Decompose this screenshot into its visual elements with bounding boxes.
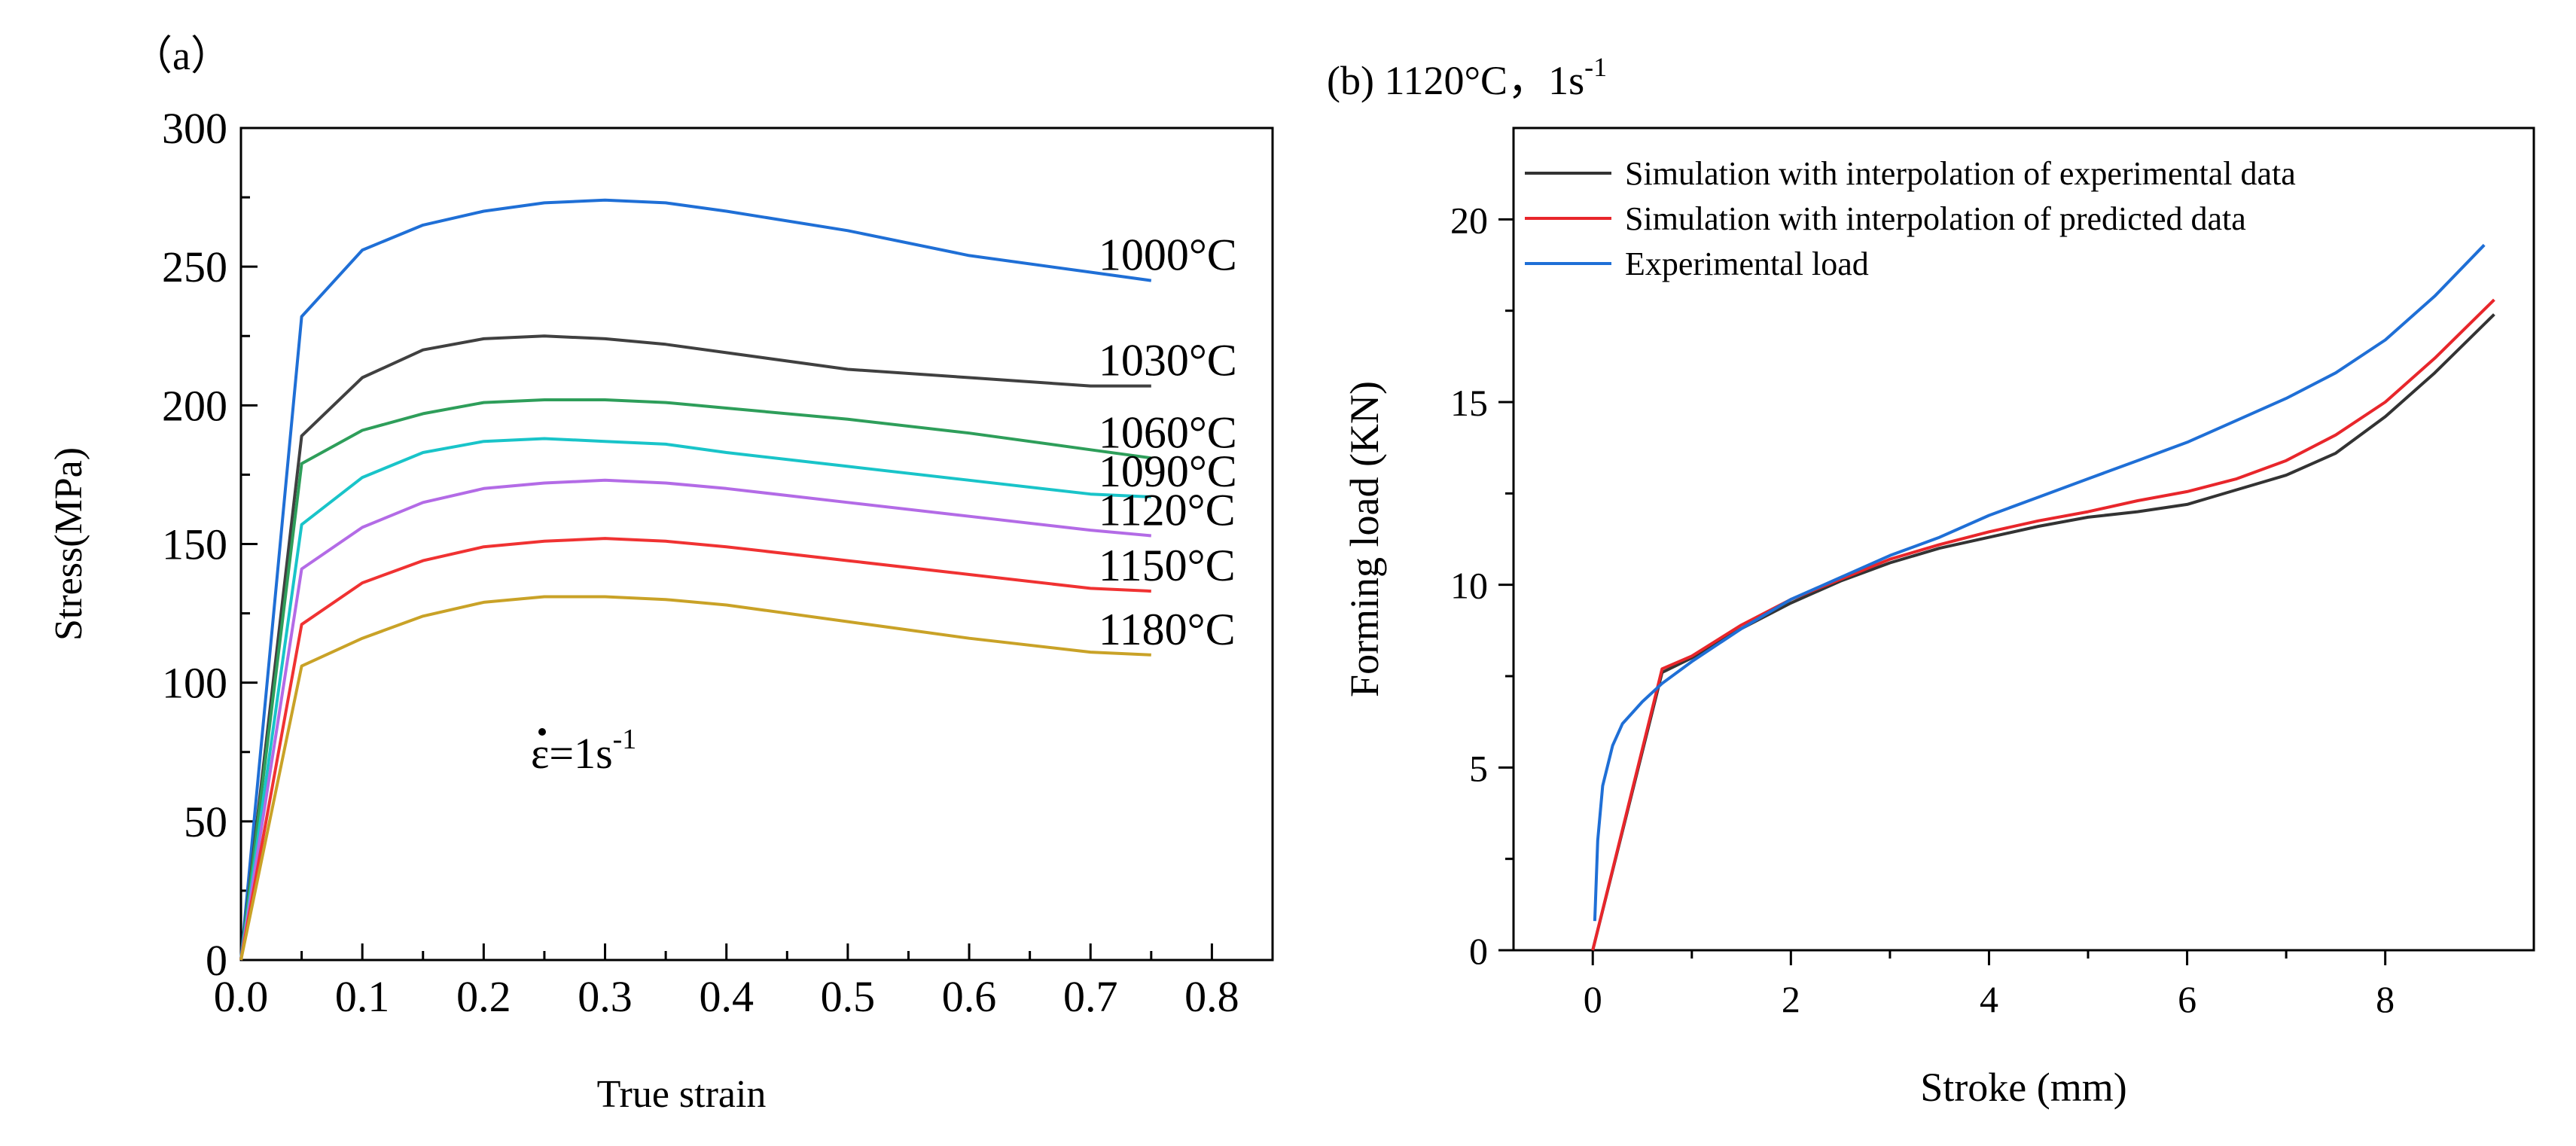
series-line: [239, 398, 1152, 961]
series-temperature-label: 1120°C: [1099, 485, 1236, 535]
series-temperature-label: 1180°C: [1099, 605, 1236, 654]
plot-frame: [1512, 126, 2535, 952]
y-tick-label: 50: [184, 797, 227, 846]
x-axis-label: Stroke (mm): [1920, 1065, 2126, 1110]
legend-entry-label: Experimental load: [1625, 245, 1869, 282]
panel-label: (b) 1120°C，1s-1: [1327, 52, 1607, 103]
series-line: [239, 198, 1152, 961]
series-temperature-label: 1060°C: [1099, 407, 1237, 457]
strain-rate-dot: [538, 728, 546, 736]
series-temperature-label: 1030°C: [1099, 336, 1237, 386]
y-axis-label: Forming load (KN): [1342, 381, 1387, 697]
series-temperature-label: 1000°C: [1099, 230, 1237, 280]
x-tick-label: 6: [2178, 978, 2196, 1020]
series-line: [1591, 298, 2495, 951]
panel-label-superscript: -1: [1584, 52, 1607, 82]
x-tick-label: 0.0: [214, 972, 269, 1021]
y-tick-label: 15: [1450, 382, 1488, 424]
x-tick-label: 4: [1980, 978, 1998, 1020]
strain-rate-annotation: ε=1s-1: [531, 724, 636, 778]
x-tick-label: 0.8: [1184, 972, 1239, 1021]
x-tick-label: 0.7: [1063, 972, 1118, 1021]
x-tick-label: 2: [1782, 978, 1800, 1020]
legend-entry-label: Simulation with interpolation of experim…: [1625, 155, 2296, 192]
series-line: [1593, 243, 2486, 922]
strain-rate-superscript: -1: [613, 724, 637, 755]
legend-entry-label: Simulation with interpolation of predict…: [1625, 200, 2246, 237]
x-tick-label: 0.1: [335, 972, 390, 1021]
x-tick-label: 0.5: [821, 972, 876, 1021]
series-line: [239, 334, 1151, 961]
y-tick-label: 0: [1469, 930, 1488, 972]
y-tick-label: 300: [162, 104, 227, 153]
x-axis-label: True strain: [597, 1073, 767, 1116]
panel-b-forming-load-chart: 0 2 4 6 8 0 5 10 15 20 Stroke (mm) Forming load (KN…: [1327, 52, 2535, 1110]
y-tick-label: 0: [206, 936, 227, 985]
x-tick-label: 0.4: [699, 972, 754, 1021]
series-line: [239, 595, 1151, 961]
y-axis-label: Stress(MPa): [47, 447, 90, 641]
x-tick-label: 0.2: [456, 972, 511, 1021]
y-tick-label: 20: [1450, 199, 1488, 241]
y-tick-label: 250: [162, 242, 227, 291]
series-line: [239, 437, 1151, 961]
y-tick-label: 10: [1450, 565, 1488, 607]
x-tick-label: 0.6: [942, 972, 997, 1021]
y-tick-label: 150: [162, 520, 227, 569]
y-tick-label: 5: [1469, 747, 1488, 789]
x-tick-label: 0: [1584, 978, 1602, 1020]
series-temperature-label: 1090°C: [1099, 447, 1237, 496]
y-tick-label: 100: [162, 659, 227, 708]
series-temperature-label: 1150°C: [1099, 541, 1236, 590]
x-tick-label: 8: [2376, 978, 2395, 1020]
y-tick-label: 200: [162, 381, 227, 430]
series-line: [239, 537, 1151, 961]
series-line: [239, 478, 1151, 961]
panel-a-stress-strain-chart: 0.0 0.1 0.2 0.3 0.4 0.5 0.6 0.7 0.8 0 50 100 150 200 2…: [47, 33, 1274, 1116]
panel-label: （a）: [132, 33, 231, 78]
x-tick-label: 0.3: [578, 972, 633, 1021]
